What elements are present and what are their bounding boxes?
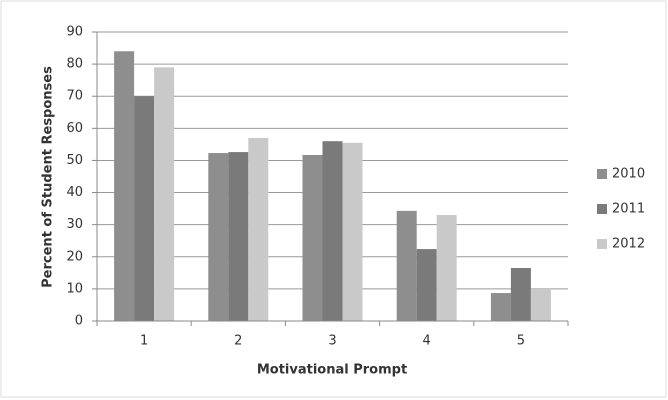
bar: [322, 141, 343, 321]
legend-label: 2012: [612, 237, 645, 252]
legend-swatch: [597, 239, 607, 249]
y-tick-label: 20: [66, 249, 83, 264]
bar: [114, 51, 135, 322]
y-tick-label: 60: [66, 121, 83, 136]
y-axis-title: Percent of Student Responses: [41, 66, 56, 288]
y-tick-label: 90: [66, 25, 83, 40]
bar: [154, 67, 175, 321]
y-tick-label: 50: [66, 153, 83, 168]
bar: [208, 153, 229, 321]
bar: [530, 288, 551, 321]
bar: [228, 152, 249, 321]
legend-swatch: [597, 169, 607, 179]
x-tick-label: 4: [423, 334, 431, 349]
bar: [510, 268, 531, 321]
legend-swatch: [597, 204, 607, 214]
bar: [490, 293, 511, 321]
bar: [134, 96, 155, 321]
y-tick-label: 70: [66, 89, 83, 104]
x-tick-label: 2: [234, 334, 242, 349]
x-tick-label: 1: [140, 334, 148, 349]
y-tick-label: 40: [66, 185, 83, 200]
legend-label: 2010: [612, 167, 645, 182]
bar: [416, 249, 437, 321]
y-tick-label: 0: [75, 314, 83, 329]
bar: [248, 137, 269, 321]
x-axis-title: Motivational Prompt: [257, 363, 407, 378]
y-tick-label: 10: [66, 281, 83, 296]
bar: [302, 154, 323, 321]
bar: [342, 142, 363, 321]
legend-label: 2011: [612, 202, 645, 217]
bar: [436, 215, 457, 321]
bar: [396, 210, 417, 321]
x-tick-label: 3: [328, 334, 336, 349]
y-tick-label: 80: [66, 57, 83, 72]
y-tick-label: 30: [66, 217, 83, 232]
x-tick-label: 5: [517, 334, 525, 349]
